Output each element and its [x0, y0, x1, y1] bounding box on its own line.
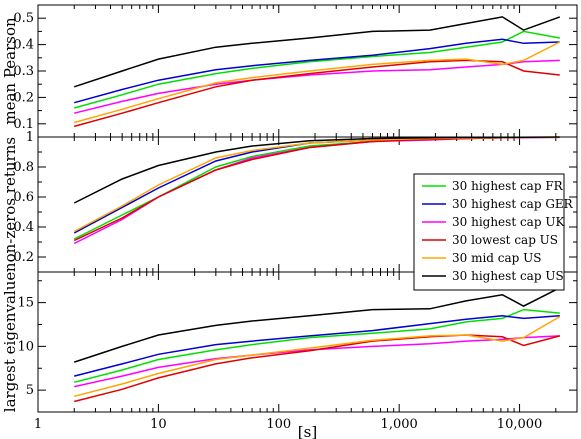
legend [413, 173, 565, 291]
y-tick-label-panel-1: 0.4 [13, 38, 34, 53]
y-tick-label-panel-2: 0.2 [13, 250, 34, 265]
series-line-panel-1 [73, 16, 561, 88]
x-tick-label: 10 [150, 417, 167, 432]
y-tick-label-panel-2: 0.8 [13, 160, 34, 175]
y-tick-label-panel-1: 0.2 [13, 90, 34, 105]
legend-label: 30 lowest cap US [452, 233, 558, 247]
series-line-panel-1 [74, 38, 560, 104]
series-line-panel-3 [74, 334, 560, 403]
x-tick-label: 100 [266, 417, 291, 432]
y-tick-label-panel-2: 0.4 [13, 220, 34, 235]
y-axis-title-panel-3: largest eigenvalue [1, 272, 19, 413]
y-tick-label-panel-3: 10 [17, 339, 34, 354]
x-tick-label: 10,000 [497, 417, 543, 432]
y-tick-label-panel-1: 0.3 [13, 64, 34, 79]
y-axis-title-panel-1: mean Pearson [1, 17, 19, 125]
legend-label: 30 highest cap FR [452, 179, 564, 193]
legend-label: 30 mid cap US [452, 251, 542, 265]
legend-label: 30 highest cap US [452, 269, 564, 283]
series-line-panel-1 [74, 41, 561, 124]
series-line-panel-3 [74, 315, 560, 377]
panel-3-frame [37, 271, 578, 413]
y-axis-title-panel-2: non-zeros returns [1, 137, 19, 272]
y-tick-label-panel-1: 0.5 [13, 11, 34, 26]
legend-label: 30 highest cap GER [452, 197, 574, 211]
x-tick-label: 1 [34, 417, 42, 432]
y-tick-label-panel-2: 0.6 [13, 190, 34, 205]
x-axis-title: [s] [298, 423, 317, 439]
series-line-panel-3 [73, 287, 561, 363]
y-tick-label-panel-3: 15 [17, 296, 34, 311]
series-line-panel-3 [74, 315, 561, 398]
y-tick-label-panel-1: 0.1 [13, 117, 34, 132]
legend-label: 30 highest cap UK [452, 215, 565, 229]
y-tick-label-panel-2: 1 [26, 130, 34, 145]
y-tick-label-panel-3: 5 [26, 383, 34, 398]
series-line-panel-2 [73, 136, 560, 204]
x-tick-label: 1,000 [381, 417, 418, 432]
series-line-panel-3 [74, 308, 560, 384]
series-line-panel-3 [74, 335, 560, 388]
